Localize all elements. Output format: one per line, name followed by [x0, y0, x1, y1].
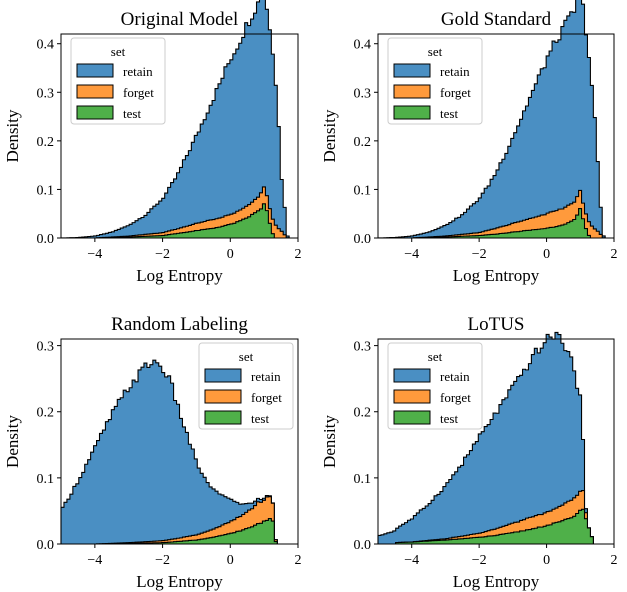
x-tick-label: 0 — [227, 553, 234, 568]
legend-label-forget: forget — [440, 85, 471, 100]
y-tick-label: 0.2 — [37, 135, 55, 150]
histogram-retain — [377, 331, 614, 545]
x-tick-label: 0 — [543, 247, 550, 262]
legend-title: set — [239, 349, 254, 364]
x-axis-label: Log Entropy — [136, 266, 223, 285]
x-tick-label: 2 — [295, 553, 302, 568]
histogram-retain — [377, 0, 614, 239]
axes-frame — [377, 33, 615, 239]
chart-title: Random Labeling — [111, 314, 248, 335]
x-axis-label: Log Entropy — [453, 266, 540, 285]
y-tick-label: 0.0 — [37, 232, 55, 247]
x-tick-label: −2 — [472, 553, 487, 568]
x-axis-label: Log Entropy — [136, 572, 223, 591]
legend-label-test: test — [123, 106, 141, 121]
x-tick-label: 2 — [295, 247, 302, 262]
x-tick-label: −4 — [404, 553, 419, 568]
axes-frame — [60, 338, 299, 545]
axes-frame — [60, 33, 299, 239]
legend-label-test: test — [440, 411, 458, 426]
legend-swatch-retain — [393, 368, 431, 383]
chart-panel-1: −4 −2 0 2 0.0 0.1 0.2 0.3 0.4 Gold Standard Log En… — [320, 0, 618, 285]
histogram-test — [378, 207, 614, 239]
legend-swatch-forget — [393, 84, 431, 99]
y-axis-label: Density — [320, 415, 339, 468]
legend-box — [70, 37, 166, 125]
y-axis-label: Density — [3, 109, 22, 162]
x-tick-label: 2 — [611, 247, 618, 262]
legend-title: set — [428, 44, 443, 59]
y-tick-label: 0.1 — [37, 472, 55, 487]
y-tick-label: 0.3 — [37, 340, 55, 355]
chart-title: LoTUS — [468, 314, 525, 335]
legend-label-test: test — [440, 106, 458, 121]
legend-swatch-retain — [204, 368, 242, 383]
chart-title: Original Model — [121, 9, 239, 30]
legend: set retain forget test — [387, 342, 483, 430]
legend-box — [387, 342, 483, 430]
x-tick-label: 2 — [611, 553, 618, 568]
legend-swatch-test — [204, 410, 242, 425]
chart-panels: −4 −2 0 2 0.0 0.1 0.2 0.3 0.4 Original Model Log E… — [3, 0, 618, 591]
legend-swatch-forget — [393, 389, 431, 404]
y-tick-label: 0.2 — [37, 406, 55, 421]
histogram-retain — [60, 359, 298, 545]
legend-swatch-retain — [76, 63, 114, 78]
legend: set retain forget test — [198, 342, 294, 430]
legend-swatch-forget — [76, 84, 114, 99]
y-tick-label: 0.2 — [354, 135, 372, 150]
x-axis-label: Log Entropy — [453, 572, 540, 591]
x-tick-label: −4 — [87, 247, 102, 262]
x-tick-label: 0 — [227, 247, 234, 262]
y-tick-label: 0.2 — [354, 406, 372, 421]
histogram-retain — [60, 0, 298, 239]
y-tick-label: 0.1 — [354, 472, 372, 487]
legend-label-forget: forget — [123, 85, 154, 100]
chart-title: Gold Standard — [441, 9, 552, 30]
y-axis-label: Density — [320, 109, 339, 162]
x-tick-label: −2 — [155, 247, 170, 262]
legend-label-test: test — [251, 411, 269, 426]
x-tick-label: 0 — [543, 553, 550, 568]
y-tick-label: 0.1 — [37, 183, 55, 198]
chart-panel-2: −4 −2 0 2 0.0 0.1 0.2 0.3 Random Labeling Log Ent… — [3, 314, 302, 591]
legend-swatch-forget — [204, 389, 242, 404]
x-tick-label: −2 — [155, 553, 170, 568]
legend-swatch-retain — [393, 63, 431, 78]
y-tick-label: 0.1 — [354, 183, 372, 198]
legend: set retain forget test — [387, 37, 483, 125]
legend-label-retain: retain — [251, 369, 281, 384]
y-tick-label: 0.0 — [354, 232, 372, 247]
legend-title: set — [428, 349, 443, 364]
legend-swatch-test — [76, 105, 114, 120]
legend: set retain forget test — [70, 37, 166, 125]
legend-label-retain: retain — [123, 64, 153, 79]
chart-panel-0: −4 −2 0 2 0.0 0.1 0.2 0.3 0.4 Original Model Log E… — [3, 0, 302, 285]
y-tick-label: 0.3 — [354, 340, 372, 355]
legend-label-retain: retain — [440, 64, 470, 79]
x-tick-label: −2 — [472, 247, 487, 262]
legend-label-forget: forget — [251, 390, 282, 405]
y-tick-label: 0.3 — [37, 86, 55, 101]
y-tick-label: 0.0 — [354, 538, 372, 553]
legend-label-retain: retain — [440, 369, 470, 384]
y-axis-label: Density — [3, 415, 22, 468]
legend-swatch-test — [393, 105, 431, 120]
y-tick-label: 0.4 — [37, 38, 55, 53]
y-tick-label: 0.0 — [37, 538, 55, 553]
legend-title: set — [111, 44, 126, 59]
x-tick-label: −4 — [87, 553, 102, 568]
legend-swatch-test — [393, 410, 431, 425]
x-tick-label: −4 — [404, 247, 419, 262]
legend-box — [387, 37, 483, 125]
y-tick-label: 0.4 — [354, 38, 372, 53]
legend-box — [198, 342, 294, 430]
axes-frame — [377, 338, 615, 545]
chart-panel-3: −4 −2 0 2 0.0 0.1 0.2 0.3 LoTUS Log Entropy Densit… — [320, 314, 618, 591]
histogram-test — [378, 508, 614, 545]
legend-label-forget: forget — [440, 390, 471, 405]
y-tick-label: 0.3 — [354, 86, 372, 101]
